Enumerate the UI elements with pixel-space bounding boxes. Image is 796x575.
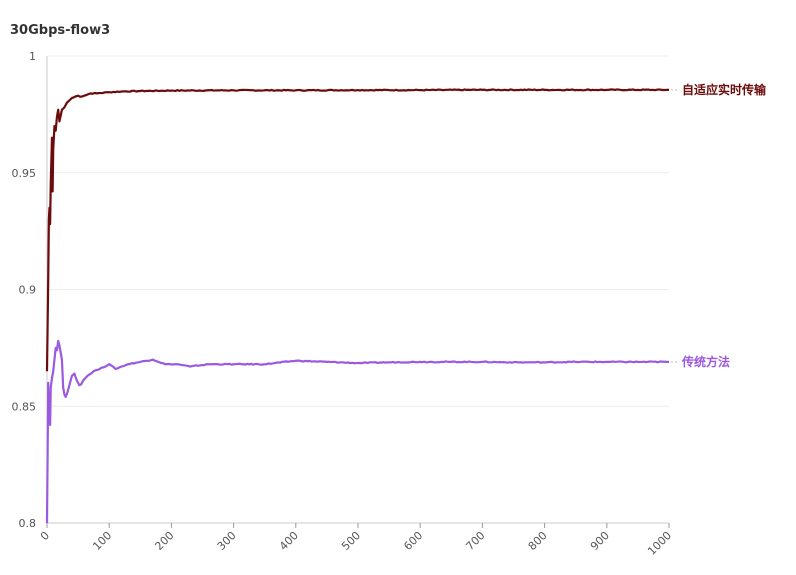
x-tick-label: 700 xyxy=(463,529,487,553)
series-label: 传统方法 xyxy=(681,354,730,369)
x-tick-label: 100 xyxy=(90,529,114,553)
x-tick-label: 400 xyxy=(277,529,301,553)
axes: 0.8 0.85 0.9 0.95 1 0 100 200 300 400 500 600 700 800… xyxy=(12,50,675,558)
y-tick-label: 1 xyxy=(29,50,36,63)
x-tick-label: 500 xyxy=(339,529,363,553)
y-tick-label: 0.8 xyxy=(19,517,37,530)
grid-lines xyxy=(47,55,669,524)
x-tick-label: 200 xyxy=(152,529,176,553)
series-line[interactable] xyxy=(45,88,670,372)
series-lines xyxy=(45,88,670,524)
x-tick-label: 0 xyxy=(38,529,52,543)
x-tick-label: 900 xyxy=(588,529,612,553)
series-line[interactable] xyxy=(45,339,670,524)
x-tick-label: 1000 xyxy=(645,529,674,558)
y-tick-label: 0.85 xyxy=(12,400,37,413)
y-tick-label: 0.9 xyxy=(19,284,37,297)
x-tick-label: 600 xyxy=(401,529,425,553)
chart-title: 30Gbps-flow3 xyxy=(10,23,111,38)
x-tick-label: 300 xyxy=(215,529,239,553)
x-tick-label: 800 xyxy=(526,529,550,553)
series-label: 自适应实时传输 xyxy=(682,82,767,97)
y-tick-label: 0.95 xyxy=(12,167,37,180)
